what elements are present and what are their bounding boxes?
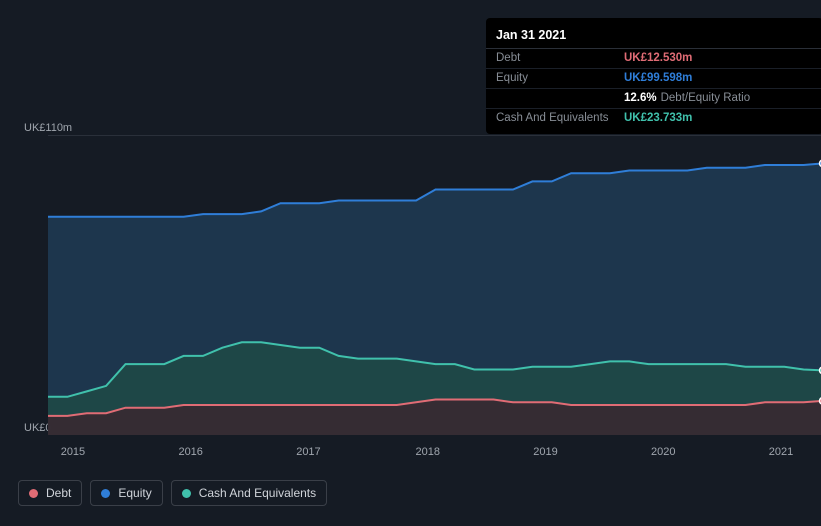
legend-swatch-icon <box>182 489 191 498</box>
tooltip-row-value: 12.6% <box>624 91 657 106</box>
tooltip-row-value: UK£12.530m <box>624 51 692 66</box>
legend-item[interactable]: Cash And Equivalents <box>171 480 327 506</box>
legend-item-label: Debt <box>46 486 71 500</box>
x-axis: 2015 2016 2017 2018 2019 2020 2021 <box>18 446 803 460</box>
x-axis-label: 2021 <box>769 446 793 458</box>
tooltip-row-label: Debt <box>496 51 624 66</box>
x-axis-label: 2019 <box>533 446 557 458</box>
chart-plot[interactable] <box>48 135 821 435</box>
tooltip-row-label: Equity <box>496 71 624 86</box>
legend-item[interactable]: Debt <box>18 480 82 506</box>
tooltip-row-suffix: Debt/Equity Ratio <box>661 91 751 106</box>
x-axis-label: 2020 <box>651 446 675 458</box>
legend-item-label: Cash And Equivalents <box>199 486 316 500</box>
tooltip-title: Jan 31 2021 <box>486 24 821 49</box>
tooltip-row-value: UK£23.733m <box>624 111 692 126</box>
y-axis-label-top: UK£110m <box>24 122 72 134</box>
tooltip: Jan 31 2021 DebtUK£12.530mEquityUK£99.59… <box>486 18 821 134</box>
legend: Debt Equity Cash And Equivalents <box>18 480 327 506</box>
tooltip-row: Cash And EquivalentsUK£23.733m <box>486 109 821 128</box>
x-axis-label: 2018 <box>416 446 440 458</box>
tooltip-row-label: Cash And Equivalents <box>496 111 624 126</box>
chart-container: Jan 31 2021 DebtUK£12.530mEquityUK£99.59… <box>18 0 803 470</box>
legend-item-label: Equity <box>118 486 151 500</box>
tooltip-row: EquityUK£99.598m <box>486 69 821 89</box>
tooltip-row: 12.6% Debt/Equity Ratio <box>486 89 821 109</box>
x-axis-label: 2015 <box>61 446 85 458</box>
x-axis-label: 2017 <box>296 446 320 458</box>
legend-swatch-icon <box>29 489 38 498</box>
tooltip-row-value: UK£99.598m <box>624 71 692 86</box>
tooltip-row: DebtUK£12.530m <box>486 49 821 69</box>
legend-item[interactable]: Equity <box>90 480 162 506</box>
legend-swatch-icon <box>101 489 110 498</box>
x-axis-label: 2016 <box>178 446 202 458</box>
tooltip-row-label <box>496 91 624 106</box>
